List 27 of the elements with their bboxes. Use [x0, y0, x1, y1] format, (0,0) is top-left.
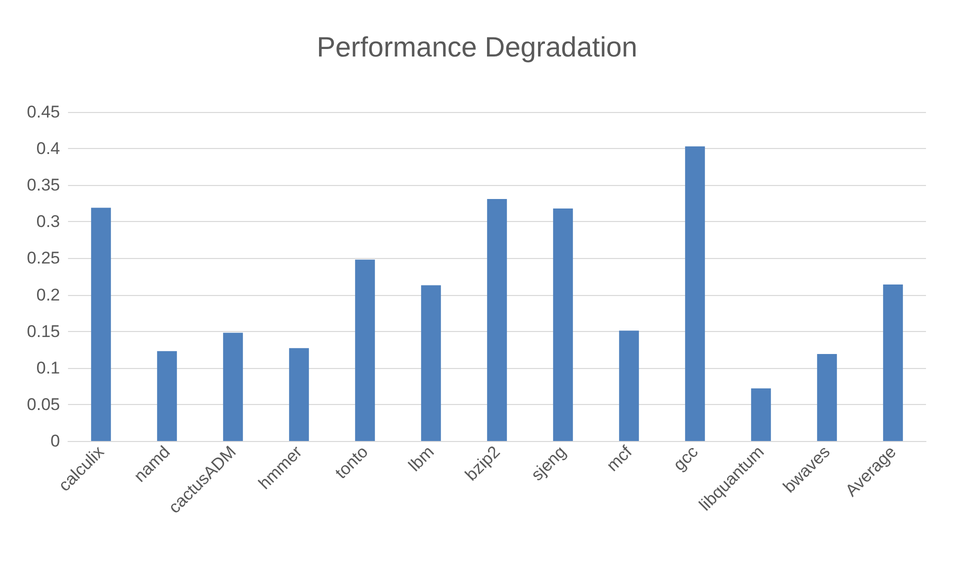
x-tick-label: mcf [602, 442, 636, 476]
bar [619, 330, 639, 441]
bar [883, 284, 903, 441]
y-tick-label: 0.25 [26, 248, 60, 268]
y-tick-label: 0.2 [36, 285, 60, 304]
x-tick-label: lbm [404, 442, 438, 476]
chart-title: Performance Degradation [316, 32, 638, 62]
y-tick-label: 0.4 [36, 139, 60, 158]
bar [223, 332, 243, 441]
bar [685, 146, 705, 441]
y-tick-label: 0 [50, 432, 60, 450]
x-tick-label: gcc [670, 442, 702, 474]
y-tick-label: 0.15 [26, 322, 60, 341]
bar [553, 208, 573, 441]
bar [91, 208, 111, 441]
bar [487, 199, 507, 441]
bar [289, 348, 309, 441]
y-tick-label: 0.3 [36, 212, 60, 232]
y-tick-label: 0.1 [36, 358, 60, 378]
y-tick-label: 0.05 [26, 394, 60, 414]
bar [421, 285, 441, 441]
y-tick-label: 0.45 [26, 102, 60, 122]
bar [355, 260, 375, 441]
bar [157, 351, 177, 441]
bar [817, 354, 837, 441]
y-tick-label: 0.35 [26, 176, 60, 195]
bar [751, 388, 771, 441]
